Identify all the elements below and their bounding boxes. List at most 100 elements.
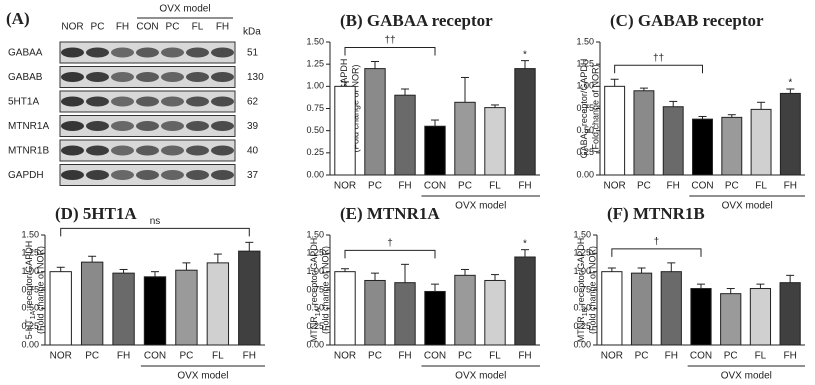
blot-band (136, 121, 159, 131)
x-tick-label: FH (243, 351, 256, 362)
blot-band (111, 145, 134, 156)
y-tick-label: 1.00 (306, 266, 324, 276)
y-label-rest: receptor/GAPDH (24, 241, 34, 311)
lane-label: NOR (61, 22, 83, 33)
y-axis-label: GABAB receptor/GAPDH (579, 59, 592, 159)
bar (394, 94, 416, 176)
x-tick-label: PC (637, 181, 651, 192)
x-tick-label: PC (724, 351, 738, 362)
y-tick-label: 0.50 (573, 303, 591, 313)
x-tick-label: FL (489, 351, 501, 362)
y-tick-label: 0.00 (576, 169, 594, 179)
blot-band (61, 72, 84, 82)
blot-band (186, 96, 209, 107)
y-tick-label: 0.75 (306, 284, 324, 294)
blot-band (86, 72, 109, 82)
x-tick-label: FL (489, 181, 501, 192)
group-label: OVX model (722, 201, 773, 212)
x-tick-label: NOR (604, 181, 626, 192)
blot-band (61, 170, 84, 180)
y-tick-label: 1.50 (21, 229, 39, 239)
blot-band (161, 47, 184, 58)
x-tick-label: FH (398, 351, 411, 362)
lane-label: FL (192, 22, 204, 33)
group-label: OVX model (455, 371, 506, 382)
y-tick-label: 0.25 (573, 321, 591, 331)
x-tick-label: FL (212, 351, 224, 362)
x-tick-label: FH (398, 181, 411, 192)
blot-band (61, 145, 84, 156)
blot-band (86, 170, 109, 180)
y-tick-label: 1.25 (576, 59, 594, 69)
blot-band (61, 47, 84, 58)
bar (690, 288, 712, 346)
unit-label: kDa (243, 27, 261, 38)
bracket-label: † (387, 238, 393, 249)
y-tick-label: 1.00 (306, 81, 324, 91)
blot-band (161, 121, 184, 131)
y-label-sub: 1A (315, 307, 322, 316)
bar (49, 271, 72, 346)
bracket-label: †† (384, 35, 395, 46)
bracket (60, 227, 250, 237)
blot-band (86, 96, 109, 107)
blot-band (136, 96, 159, 107)
significance-mark: * (523, 49, 527, 60)
bar (779, 282, 801, 346)
y-tick-label: 0.50 (21, 303, 39, 313)
lane-label: FH (116, 22, 129, 33)
blot-band (136, 145, 159, 156)
bar (720, 293, 742, 346)
bar (112, 272, 135, 346)
blot-band (136, 47, 159, 58)
bracket (611, 248, 702, 257)
y-label-sub: B (585, 128, 592, 133)
bar (514, 256, 536, 346)
y-label-main: 5-HT (24, 319, 34, 340)
blot-band (86, 121, 109, 131)
bar (721, 116, 743, 176)
y-tick-label: 0.50 (576, 125, 594, 135)
bar (750, 108, 772, 176)
y-tick-label: 1.25 (21, 248, 39, 258)
lane-label: CON (136, 22, 158, 33)
y-label-rest: receptor/GAPDH (579, 59, 589, 129)
x-tick-label: FH (665, 351, 678, 362)
x-tick-label: CON (690, 351, 712, 362)
group-label: OVX model (159, 4, 210, 15)
x-tick-label: PC (635, 351, 649, 362)
bar (206, 262, 230, 346)
lane-label: PC (91, 22, 105, 33)
x-tick-label: PC (179, 351, 193, 362)
y-axis-label-2: (Fold change of NOR) (590, 64, 600, 152)
x-tick-label: FL (755, 351, 767, 362)
y-tick-label: 0.25 (306, 147, 324, 157)
y-label-main: GABA (579, 133, 589, 158)
y-tick-label: 0.75 (576, 103, 594, 113)
bar (604, 85, 626, 176)
x-tick-label: FH (783, 351, 796, 362)
kda-value: 40 (247, 146, 259, 157)
protein-name: GABAA (8, 48, 43, 59)
blot-band (186, 72, 209, 82)
x-tick-label: FH (117, 351, 130, 362)
x-tick-label: CON (144, 351, 166, 362)
x-tick-label: PC (85, 351, 99, 362)
bracket (344, 47, 436, 56)
kda-value: 39 (247, 121, 259, 132)
y-tick-label: 0.00 (306, 169, 324, 179)
blot-band (211, 96, 234, 107)
x-tick-label: NOR (50, 351, 72, 362)
y-label-rest: receptor/GAPDH (309, 238, 319, 308)
blot-band (186, 121, 209, 131)
chart-title: (F) MTNR1B (607, 204, 705, 223)
y-tick-label: 0.00 (306, 339, 324, 349)
protein-name: 5HT1A (8, 97, 39, 108)
blot-band (111, 72, 134, 82)
chart-title: (B) GABAA receptor (340, 11, 493, 30)
y-tick-label: 0.50 (306, 303, 324, 313)
bar (143, 276, 167, 346)
y-tick-label: 1.50 (306, 36, 324, 46)
y-tick-label: 1.50 (576, 36, 594, 46)
